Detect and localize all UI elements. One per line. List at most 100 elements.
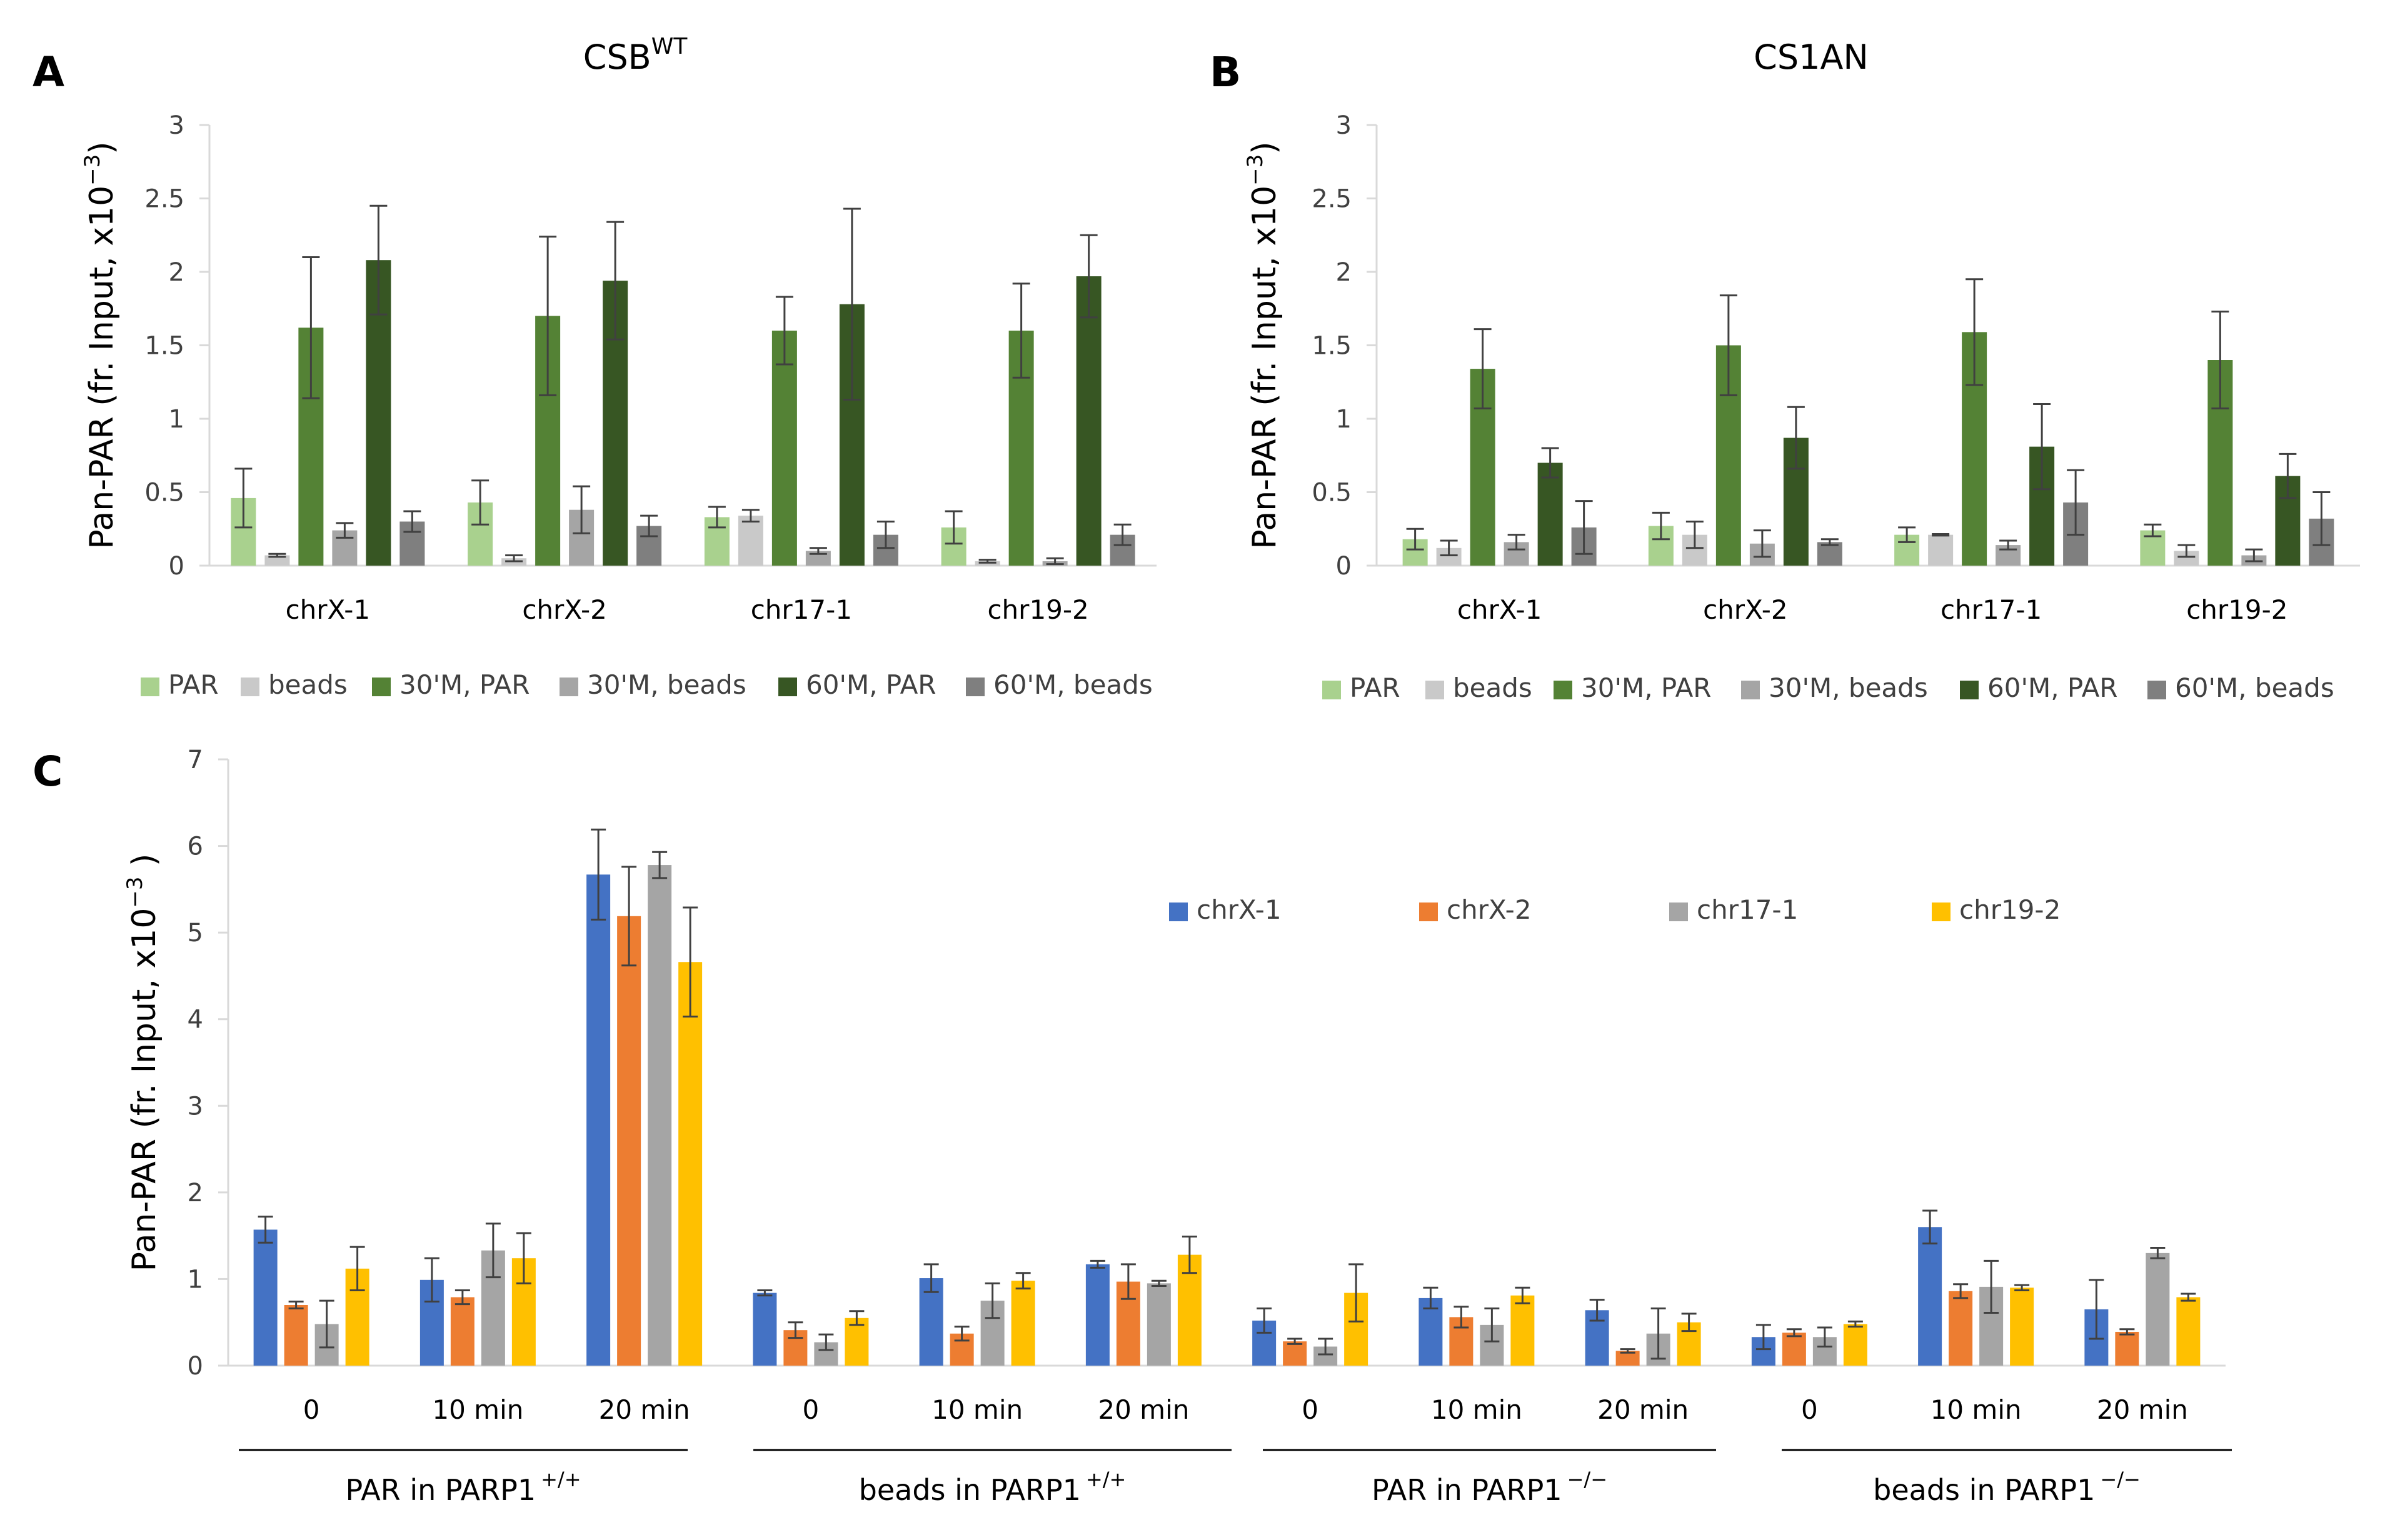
- error-bar: [809, 547, 827, 555]
- legend-label: PAR: [168, 669, 219, 700]
- error-bar: [1787, 406, 1805, 470]
- error-bar: [985, 1282, 1000, 1319]
- error-bar: [1120, 1263, 1136, 1300]
- bar-chrx-2: [450, 1297, 474, 1366]
- error-bar: [1515, 1286, 1530, 1304]
- error-bar: [258, 1216, 273, 1244]
- error-bar: [708, 506, 726, 529]
- y-axis-title: Pan-PAR (fr. Input, x10−3): [80, 141, 121, 549]
- error-bar: [1589, 1299, 1605, 1322]
- error-bar: [1620, 1348, 1635, 1354]
- error-bar: [652, 851, 668, 879]
- error-bar: [1966, 278, 1984, 386]
- error-bar: [1440, 539, 1458, 557]
- error-bar: [1113, 523, 1132, 546]
- y-tick-label: 0: [169, 552, 184, 581]
- error-bar: [1015, 1272, 1031, 1290]
- legend-item: PAR: [1322, 672, 1400, 703]
- error-bar: [1898, 526, 1916, 543]
- chart-b-title: CS1AN: [1754, 38, 1869, 77]
- bar-chr19-2: [1510, 1295, 1535, 1366]
- error-bar: [1999, 539, 2017, 551]
- error-bar: [1484, 1308, 1500, 1342]
- error-bar: [1406, 528, 1424, 551]
- group-label: PAR in PARP1 −/−: [1372, 1468, 1607, 1507]
- x-category-label: 20 min: [599, 1394, 690, 1425]
- bar-60-m-beads: [1817, 542, 1842, 566]
- error-bar: [757, 1289, 773, 1297]
- error-bar: [471, 479, 490, 526]
- legend-item: 30'M, beads: [560, 669, 746, 700]
- error-bar: [1287, 1338, 1303, 1345]
- chart-b: 0 0.5 1 1.5 2 2.5 3 Pan-PAR (fr. Input, x10−3) c…: [1243, 111, 2360, 703]
- legend-swatch: [966, 678, 985, 696]
- legend-label: 30'M, PAR: [1581, 672, 1711, 703]
- y-tick-label: 2: [1336, 258, 1352, 287]
- error-bar: [1182, 1236, 1197, 1274]
- x-category-label: chr17-1: [751, 594, 852, 625]
- legend-label: 30'M, beads: [587, 669, 746, 700]
- x-category-label: 0: [803, 1394, 820, 1425]
- bar-60-m-par: [1537, 462, 1563, 566]
- x-category-label: chrX-2: [522, 594, 607, 625]
- error-bar: [2014, 1284, 2030, 1291]
- error-bar: [1046, 557, 1064, 566]
- legend-item: beads: [241, 669, 348, 700]
- group-label-superscript: −/−: [1567, 1468, 1607, 1491]
- bar-chrx-2: [1949, 1291, 1973, 1366]
- legend-swatch: [1932, 902, 1951, 921]
- bar-chrx-1: [586, 874, 611, 1366]
- error-bar: [849, 1310, 865, 1326]
- y-tick-label: 2.5: [144, 185, 184, 214]
- legend-swatch: [141, 678, 159, 696]
- error-bar: [978, 559, 997, 564]
- error-bar: [1922, 1209, 1938, 1245]
- y-tick-label: 1: [1336, 405, 1352, 434]
- error-bar: [424, 1257, 439, 1302]
- x-category-label: 0: [1302, 1394, 1318, 1425]
- error-bar: [591, 828, 606, 921]
- bar-beads: [1928, 534, 1954, 566]
- x-category-label: 10 min: [1931, 1394, 2022, 1425]
- group-label-superscript: −/−: [2100, 1468, 2140, 1491]
- error-bar: [1575, 500, 1593, 555]
- panel-letter-a: A: [33, 48, 64, 96]
- error-bar: [1541, 447, 1559, 479]
- group-label: beads in PARP1 −/−: [1873, 1468, 2141, 1507]
- bar-chr19-2: [2176, 1297, 2201, 1366]
- legend-label: 60'M, beads: [993, 669, 1153, 700]
- chart-a: 0 0.5 1 1.5 2 2.5 3 Pan-PAR (fr. Input, x10−3) c…: [80, 111, 1157, 700]
- y-tick-label: 4: [188, 1006, 203, 1034]
- y-tick-label: 3: [169, 111, 184, 140]
- error-bar: [319, 1299, 334, 1349]
- y-tick-label: 0: [188, 1352, 203, 1381]
- error-bar: [640, 514, 658, 538]
- x-category-label: 0: [303, 1394, 320, 1425]
- legend-label: 30'M, beads: [1769, 672, 1928, 703]
- chart-c: 0 1 2 3 4 5 6 7 Pan-PAR (fr. Input, x10−3 ) 0 10 m…: [123, 746, 2232, 1507]
- y-axis-title-main: Pan-PAR (fr. Input, x10: [1246, 186, 1283, 549]
- error-bar: [1151, 1279, 1167, 1288]
- error-bar: [485, 1222, 501, 1279]
- legend-swatch: [2147, 681, 2166, 699]
- bar-chrx-1: [1918, 1227, 1942, 1366]
- group-label-main: beads in PARP1: [859, 1473, 1081, 1507]
- bar-beads: [738, 516, 763, 566]
- y-tick-label: 6: [188, 832, 203, 861]
- error-bar: [1847, 1320, 1863, 1328]
- error-bar: [1012, 282, 1030, 379]
- error-bar: [1080, 234, 1098, 319]
- legend-item: beads: [1425, 672, 1532, 703]
- x-category-label: chr17-1: [1941, 594, 2042, 625]
- group-label-superscript: +/+: [541, 1468, 581, 1491]
- error-bar: [683, 906, 698, 1018]
- x-category-label: 10 min: [931, 1394, 1023, 1425]
- error-bar: [1652, 511, 1670, 541]
- error-bar: [621, 866, 637, 967]
- y-tick-label: 2.5: [1312, 185, 1352, 214]
- y-axis-title-exponent: −3: [1243, 154, 1268, 186]
- x-category-label: 10 min: [1431, 1394, 1522, 1425]
- error-bar: [454, 1289, 470, 1306]
- legend-label: 60'M, PAR: [806, 669, 936, 700]
